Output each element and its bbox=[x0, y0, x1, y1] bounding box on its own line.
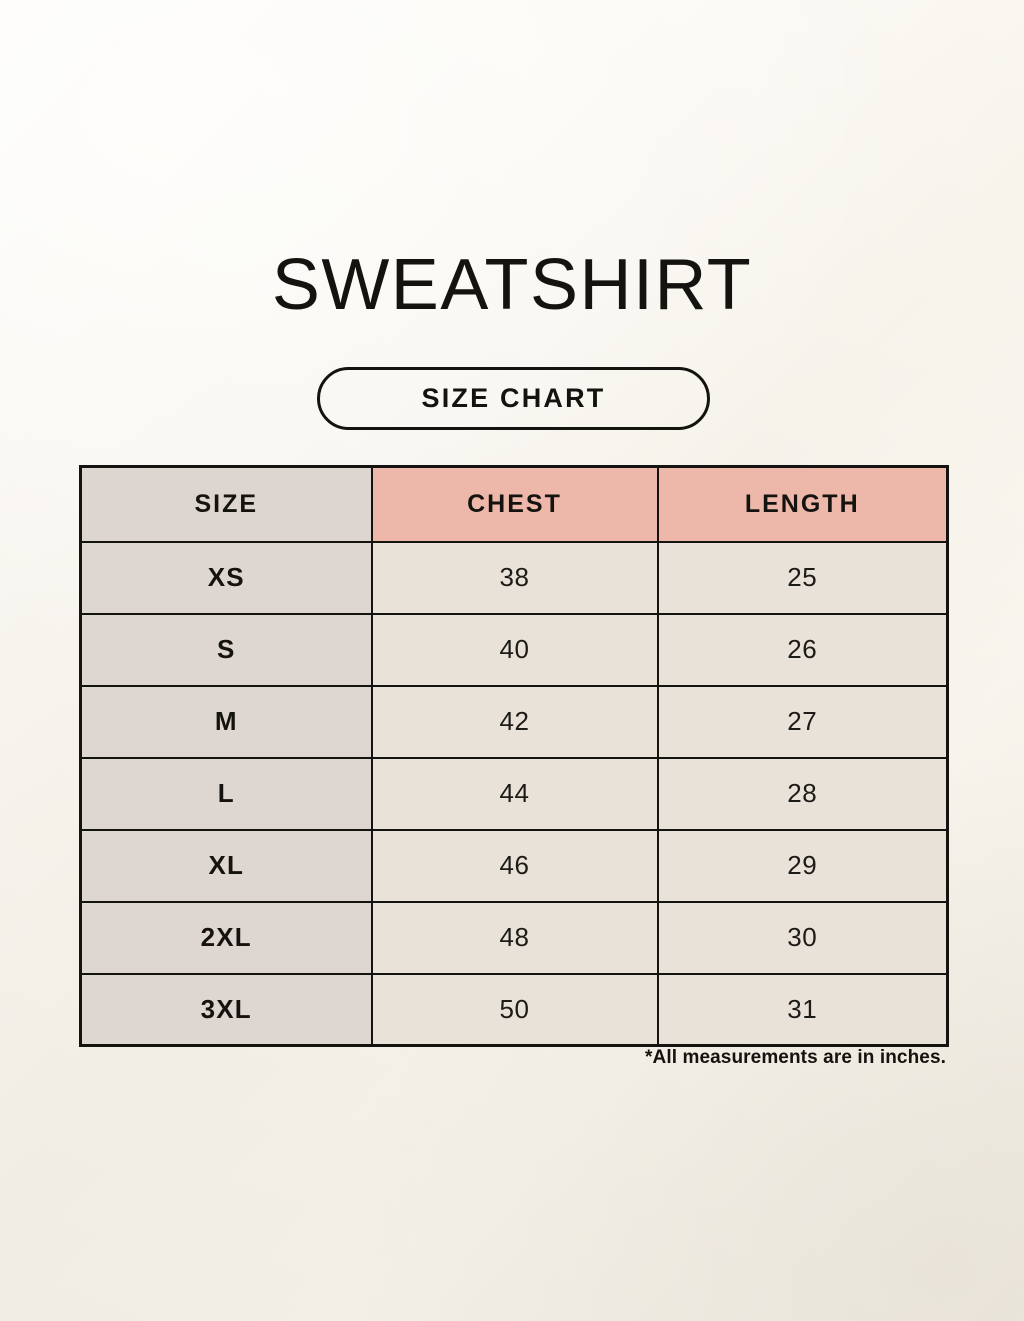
length-value: 30 bbox=[787, 922, 818, 952]
length-value: 28 bbox=[787, 778, 818, 808]
length-value: 29 bbox=[787, 850, 818, 880]
cell-chest: 42 bbox=[370, 684, 659, 759]
cell-chest: 46 bbox=[370, 828, 659, 903]
table-row: L 44 28 bbox=[79, 756, 949, 831]
cell-length: 30 bbox=[656, 900, 949, 975]
page-title: SWEATSHIRT bbox=[271, 245, 753, 325]
table-row: 3XL 50 31 bbox=[79, 972, 949, 1047]
column-header-chest: CHEST bbox=[370, 465, 659, 543]
cell-length: 27 bbox=[656, 684, 949, 759]
cell-chest: 44 bbox=[370, 756, 659, 831]
cell-length: 26 bbox=[656, 612, 949, 687]
column-header-size-label: SIZE bbox=[194, 489, 259, 518]
chest-value: 50 bbox=[499, 993, 530, 1024]
table-row: S 40 26 bbox=[79, 612, 949, 687]
size-table: SIZE CHEST LENGTH XS 38 bbox=[79, 465, 949, 1047]
chest-value: 38 bbox=[499, 562, 530, 592]
table-row: XS 38 25 bbox=[79, 540, 949, 615]
cell-length: 31 bbox=[656, 972, 949, 1047]
size-table-container: SIZE CHEST LENGTH XS 38 bbox=[79, 465, 949, 1047]
size-label: XS bbox=[207, 562, 245, 592]
column-header-size: SIZE bbox=[79, 465, 373, 543]
cell-chest: 48 bbox=[370, 900, 659, 975]
table-header-row: SIZE CHEST LENGTH bbox=[79, 465, 949, 543]
size-chart-badge-label: SIZE CHART bbox=[421, 383, 606, 413]
length-value: 31 bbox=[787, 993, 818, 1024]
length-value: 27 bbox=[787, 706, 818, 736]
cell-size: M bbox=[79, 684, 373, 759]
cell-length: 28 bbox=[656, 756, 949, 831]
size-table-head: SIZE CHEST LENGTH bbox=[79, 465, 949, 543]
table-row: 2XL 48 30 bbox=[79, 900, 949, 975]
measurement-units-note: *All measurements are in inches. bbox=[645, 1047, 946, 1068]
chest-value: 44 bbox=[499, 778, 530, 808]
size-chart-badge: SIZE CHART bbox=[317, 367, 710, 430]
cell-size: XS bbox=[79, 540, 373, 615]
cell-size: XL bbox=[79, 828, 373, 903]
cell-chest: 38 bbox=[370, 540, 659, 615]
cell-size: 3XL bbox=[79, 972, 373, 1047]
column-header-length-label: LENGTH bbox=[744, 489, 860, 518]
cell-chest: 40 bbox=[370, 612, 659, 687]
size-label: S bbox=[216, 634, 236, 664]
table-row: XL 46 29 bbox=[79, 828, 949, 903]
cell-length: 29 bbox=[656, 828, 949, 903]
chest-value: 40 bbox=[499, 634, 530, 664]
cell-chest: 50 bbox=[370, 972, 659, 1047]
column-header-length: LENGTH bbox=[656, 465, 949, 543]
length-value: 26 bbox=[787, 634, 818, 664]
size-label: 3XL bbox=[200, 993, 252, 1024]
size-label: XL bbox=[208, 850, 245, 880]
chest-value: 42 bbox=[499, 706, 530, 736]
length-value: 25 bbox=[787, 562, 818, 592]
size-label: 2XL bbox=[200, 922, 252, 952]
size-table-body: XS 38 25 S 40 bbox=[79, 540, 949, 1047]
chest-value: 48 bbox=[499, 922, 530, 952]
cell-length: 25 bbox=[656, 540, 949, 615]
chest-value: 46 bbox=[499, 850, 530, 880]
cell-size: S bbox=[79, 612, 373, 687]
table-row: M 42 27 bbox=[79, 684, 949, 759]
size-label: M bbox=[214, 706, 238, 736]
cell-size: 2XL bbox=[79, 900, 373, 975]
cell-size: L bbox=[79, 756, 373, 831]
column-header-chest-label: CHEST bbox=[467, 489, 562, 518]
size-label: L bbox=[217, 778, 235, 808]
